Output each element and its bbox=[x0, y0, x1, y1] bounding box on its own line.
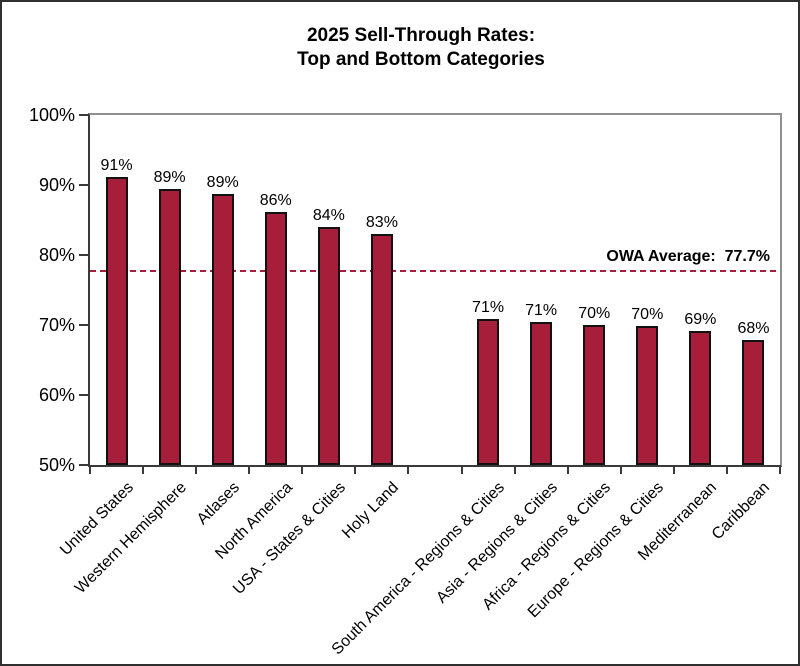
x-axis-tick bbox=[619, 465, 622, 474]
y-axis-label: 50% bbox=[38, 455, 75, 475]
y-axis-tick bbox=[79, 324, 88, 326]
chart-title-line2: Top and Bottom Categories bbox=[297, 49, 545, 70]
average-line bbox=[90, 270, 780, 273]
bar bbox=[211, 194, 234, 465]
bar bbox=[530, 321, 553, 465]
bar bbox=[370, 234, 393, 465]
bar-value-label: 70% bbox=[631, 306, 664, 324]
x-axis-tick bbox=[513, 465, 516, 474]
x-axis-tick bbox=[89, 465, 91, 474]
average-line-label: OWA Average: 77.7% bbox=[606, 248, 770, 266]
plot-area: 100% 90% 80% 70% 60% 50% 91% United States 89% We… bbox=[29, 105, 782, 658]
bar bbox=[105, 176, 128, 465]
y-axis-tick bbox=[79, 184, 88, 186]
bar-value-label: 89% bbox=[206, 174, 239, 192]
x-axis-tick bbox=[672, 465, 675, 474]
bar bbox=[158, 189, 181, 465]
bar bbox=[689, 330, 712, 465]
x-axis-tick bbox=[779, 465, 781, 474]
x-axis-tick bbox=[725, 465, 728, 474]
bar-value-label: 70% bbox=[578, 305, 611, 322]
y-axis-tick bbox=[79, 394, 88, 396]
bar-value-label: 71% bbox=[472, 298, 505, 316]
y-axis-label: 100% bbox=[28, 105, 75, 125]
bar bbox=[583, 325, 606, 465]
y-axis-label: 70% bbox=[38, 315, 75, 335]
x-axis-tick bbox=[354, 465, 357, 474]
bar-value-label: 68% bbox=[737, 320, 770, 338]
bar bbox=[742, 340, 765, 465]
bar bbox=[636, 326, 659, 465]
x-axis-tick bbox=[195, 465, 198, 474]
y-axis-tick bbox=[79, 254, 88, 256]
x-axis-tick bbox=[460, 465, 463, 474]
bar-value-label: 91% bbox=[100, 156, 133, 174]
x-axis-tick bbox=[301, 465, 304, 474]
chart-title: 2025 Sell-Through Rates: Top and Bottom … bbox=[40, 24, 798, 72]
bar-value-label: 69% bbox=[684, 310, 717, 328]
bar-value-label: 89% bbox=[153, 169, 186, 187]
bar bbox=[317, 227, 340, 465]
chart-title-line1: 2025 Sell-Through Rates: bbox=[306, 25, 536, 46]
x-axis-tick bbox=[566, 465, 569, 474]
bar-value-label: 83% bbox=[365, 214, 398, 231]
y-axis-tick bbox=[79, 464, 88, 466]
bar bbox=[477, 318, 500, 465]
x-axis-category-label: United States bbox=[56, 479, 137, 559]
bar-value-label: 84% bbox=[312, 207, 345, 224]
x-axis-tick bbox=[248, 465, 251, 474]
x-axis-tick bbox=[142, 465, 145, 474]
bar-value-label: 86% bbox=[259, 192, 292, 210]
y-axis-label: 90% bbox=[38, 175, 75, 195]
x-axis-tick bbox=[407, 465, 410, 474]
bar-value-label: 71% bbox=[525, 301, 558, 319]
y-axis-label: 80% bbox=[38, 245, 75, 265]
y-axis-tick bbox=[79, 114, 88, 116]
bar bbox=[264, 212, 287, 465]
y-axis-label: 60% bbox=[38, 385, 75, 405]
